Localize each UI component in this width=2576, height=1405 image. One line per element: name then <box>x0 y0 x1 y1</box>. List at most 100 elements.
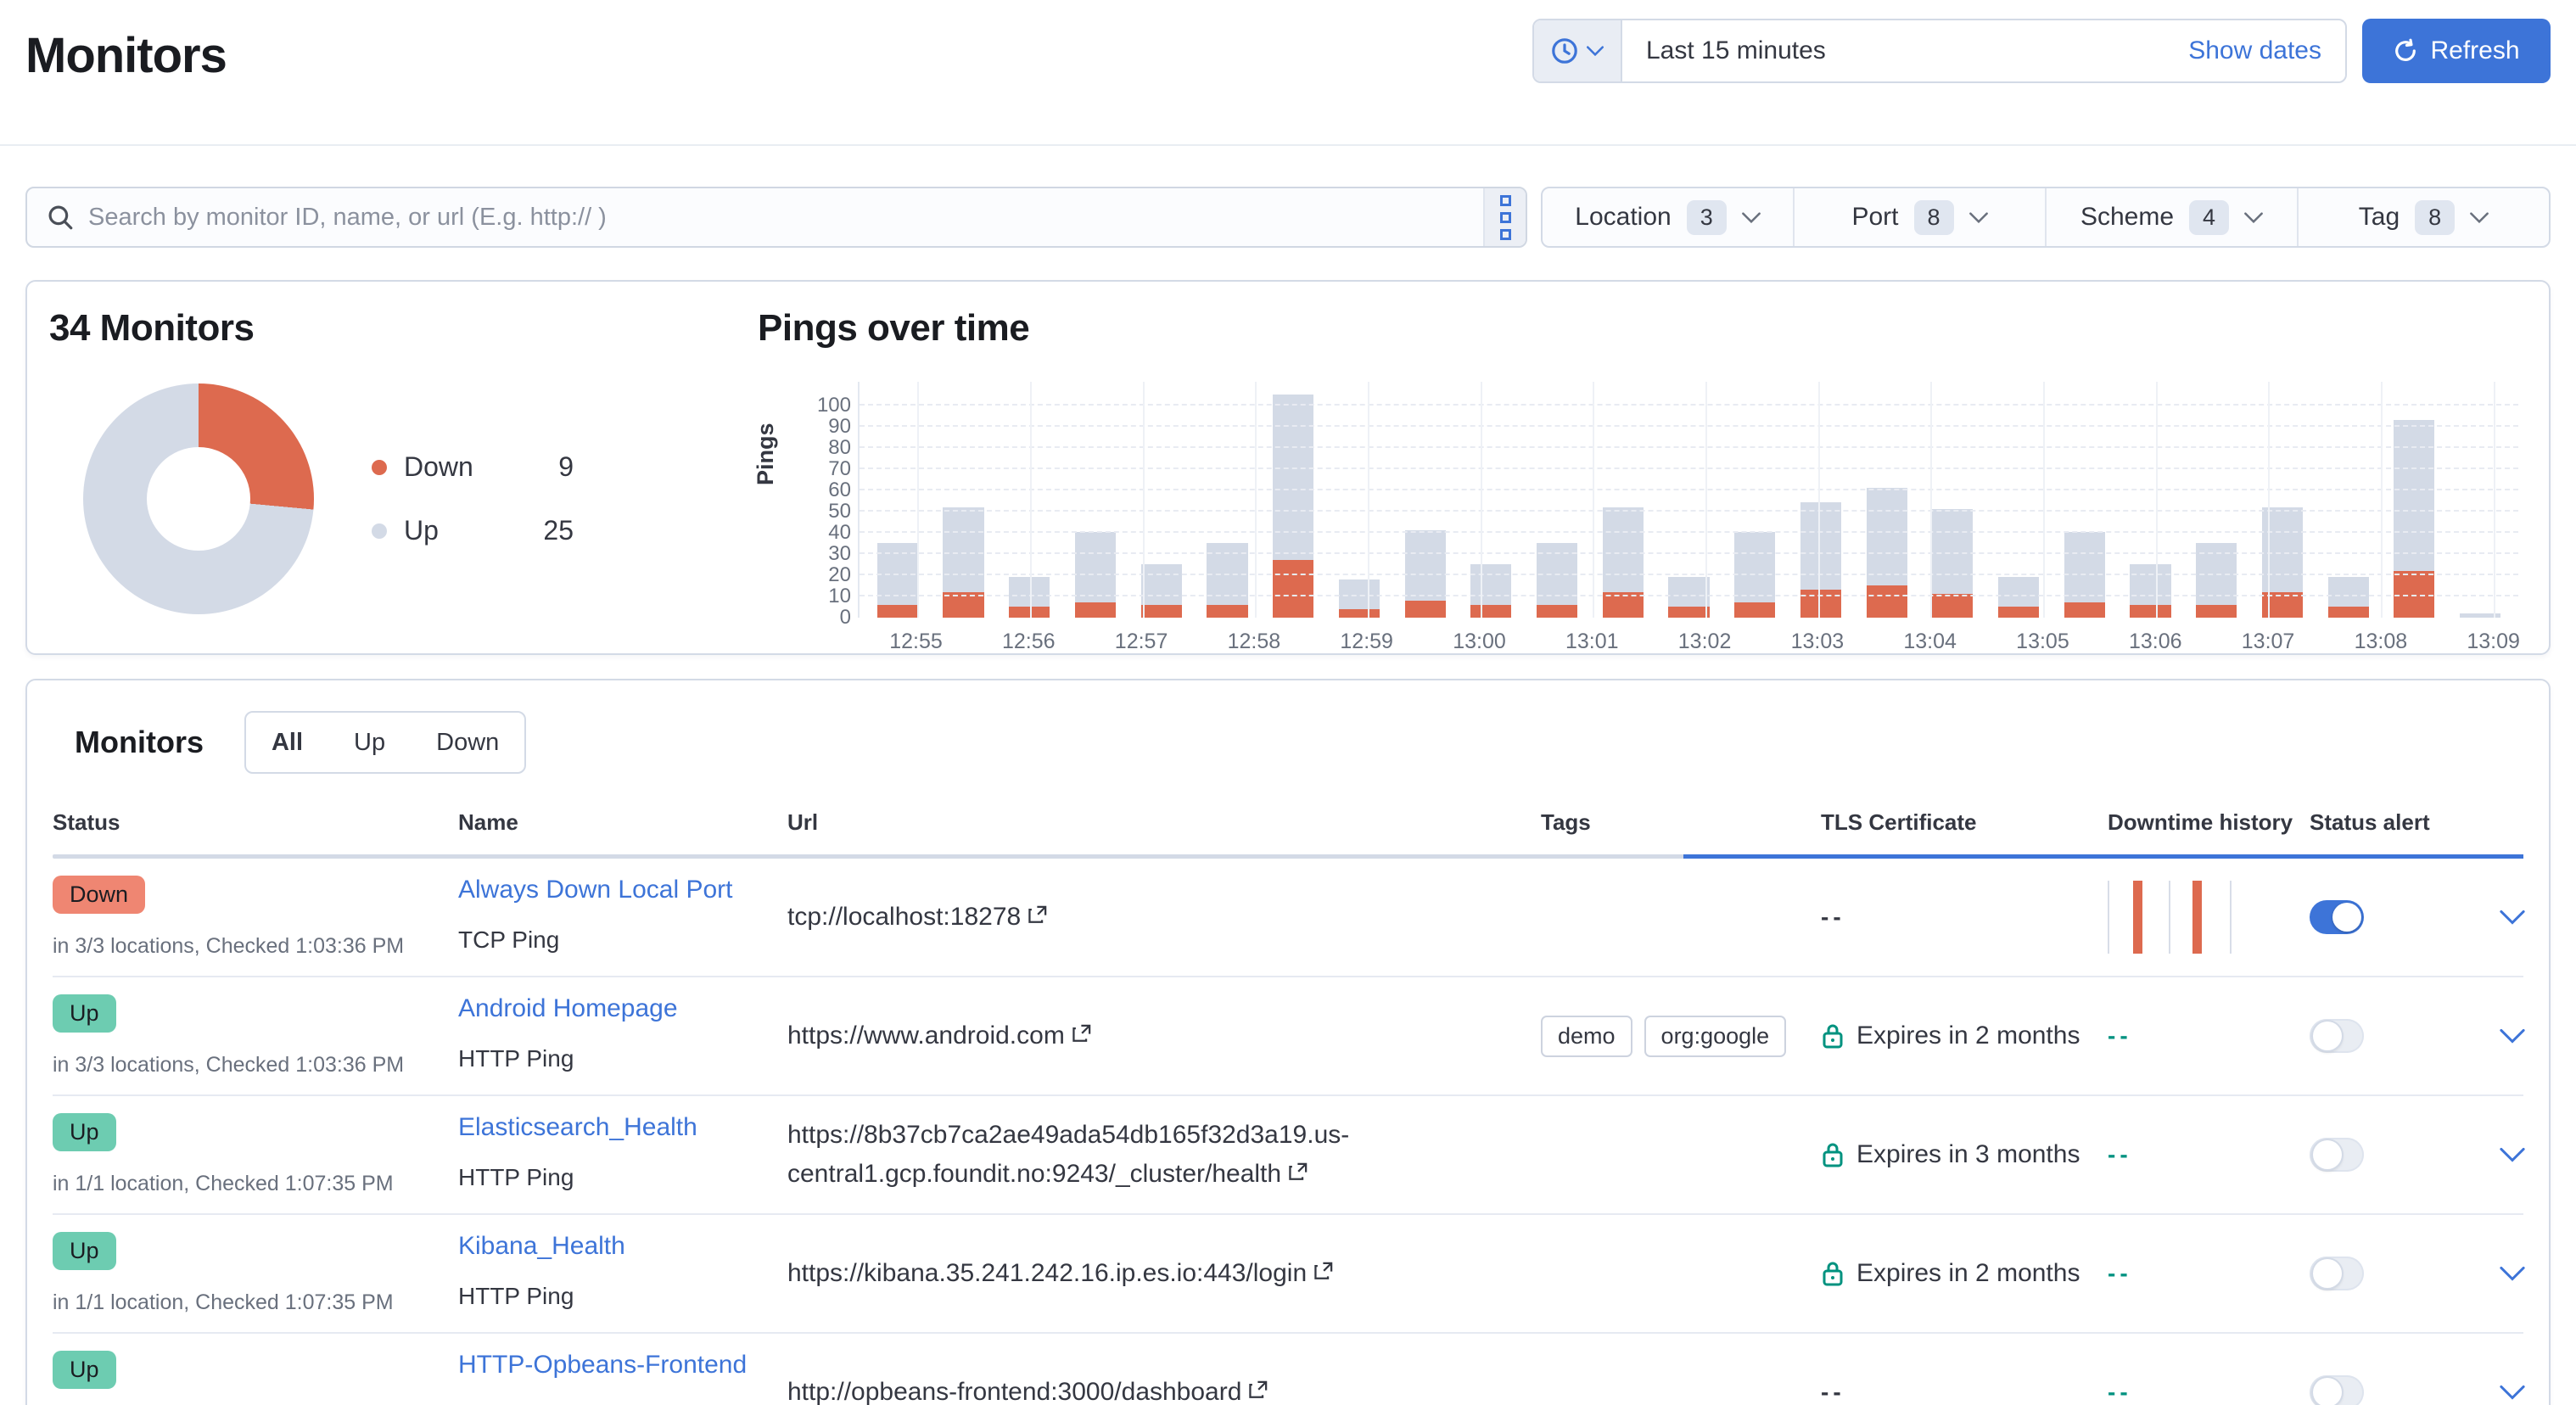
search-input[interactable] <box>75 188 1483 246</box>
chevron-down-icon <box>2470 211 2489 223</box>
monitor-url: tcp://localhost:18278 <box>787 902 1022 931</box>
overview-card: 34 Monitors Down 9 Up 25 <box>25 280 2551 655</box>
clock-icon <box>1551 37 1578 64</box>
monitor-name-link[interactable]: HTTP-Opbeans-Frontend <box>458 1351 748 1379</box>
status-badge: Up <box>53 1113 116 1151</box>
monitors-panel: Monitors All Up Down Status Name Url Tag… <box>25 679 2551 1405</box>
chevron-down-icon <box>2244 211 2263 223</box>
downtime-empty: -- <box>2108 1260 2132 1286</box>
pings-chart: Pings 0 10 20 30 40 50 60 70 80 90 100 12:55 12:56 1… <box>753 358 2527 653</box>
expand-row-button[interactable] <box>2483 1147 2542 1162</box>
y-axis-ticks: 0 10 20 30 40 50 60 70 80 90 100 <box>816 394 851 629</box>
external-link-icon[interactable] <box>1072 1022 1094 1050</box>
chevron-down-icon <box>2500 1266 2525 1281</box>
downtime-bar <box>2133 881 2142 954</box>
filter-tag[interactable]: Tag 8 <box>2299 188 2549 246</box>
filter-count-badge: 4 <box>2189 199 2230 235</box>
tls-empty: -- <box>1821 1379 1845 1405</box>
up-dot-icon <box>372 523 387 539</box>
x-axis-labels: 12:55 12:56 12:57 12:58 12:59 13:00 13:01 13:02… <box>889 630 2520 653</box>
col-tls: TLS Certificate <box>1821 809 1977 835</box>
monitor-url: https://kibana.35.241.242.16.ip.es.io:44… <box>787 1258 1308 1287</box>
filter-scheme[interactable]: Scheme 4 <box>2047 188 2299 246</box>
filter-label: Tag <box>2358 203 2400 231</box>
filter-location[interactable]: Location 3 <box>1543 188 1795 246</box>
col-downtime: Downtime history <box>2108 809 2293 835</box>
status-badge: Down <box>53 876 146 914</box>
filter-port[interactable]: Port 8 <box>1795 188 2047 246</box>
monitors-count-title: 34 Monitors <box>49 307 255 349</box>
monitor-type: HTTP Ping <box>458 1402 787 1405</box>
status-alert-toggle[interactable] <box>2310 900 2364 934</box>
status-badge: Up <box>53 1351 116 1389</box>
tag-chip[interactable]: demo <box>1541 1015 1632 1057</box>
filter-count-badge: 8 <box>1913 199 1954 235</box>
monitor-url: https://8b37cb7ca2ae49ada54db165f32d3a19… <box>787 1120 1350 1189</box>
tag-chip[interactable]: org:google <box>1644 1015 1787 1057</box>
tab-all[interactable]: All <box>246 713 328 772</box>
status-alert-toggle[interactable] <box>2310 1019 2364 1053</box>
chevron-down-icon <box>1741 211 1761 223</box>
header-actions: Last 15 minutes Show dates Refresh <box>1532 19 2551 83</box>
lock-icon <box>1821 1141 1845 1168</box>
monitor-name-link[interactable]: Elasticsearch_Health <box>458 1113 697 1141</box>
status-detail: in 1/1 location, Checked 1:07:35 PM <box>53 1290 394 1314</box>
monitor-type: TCP Ping <box>458 926 560 953</box>
show-dates-button[interactable]: Show dates <box>2188 36 2321 64</box>
filter-label: Location <box>1575 203 1672 231</box>
tls-expiry: Expires in 3 months <box>1856 1140 2080 1168</box>
downtime-empty: -- <box>2108 1379 2132 1405</box>
monitors-summary: 34 Monitors Down 9 Up 25 <box>49 307 758 653</box>
plot-area <box>858 382 2518 618</box>
expand-row-button[interactable] <box>2483 1385 2542 1400</box>
col-status: Status <box>53 809 120 835</box>
status-alert-toggle[interactable] <box>2310 1375 2364 1405</box>
table-row: Up in 1/1 location, Checked 1:07:35 PM K… <box>53 1215 2525 1334</box>
expand-row-button[interactable] <box>2483 1266 2542 1281</box>
y-axis-label: Pings <box>753 423 778 485</box>
down-dot-icon <box>372 459 387 475</box>
monitor-url: https://www.android.com <box>787 1021 1065 1050</box>
tab-down[interactable]: Down <box>411 713 524 772</box>
monitors-list-title: Monitors <box>75 725 204 759</box>
search-filter-bar: Location 3 Port 8 Scheme 4 Tag 8 <box>25 187 2551 248</box>
refresh-label: Refresh <box>2430 36 2520 64</box>
time-range-value[interactable]: Last 15 minutes <box>1646 36 1826 64</box>
monitor-name-link[interactable]: Kibana_Health <box>458 1232 625 1260</box>
tls-expiry: Expires in 2 months <box>1856 1259 2080 1287</box>
status-detail: in 3/3 locations, Checked 1:03:36 PM <box>53 934 405 958</box>
tab-up[interactable]: Up <box>328 713 411 772</box>
page-title: Monitors <box>25 28 227 83</box>
table-header: Status Name Url Tags TLS Certificate Dow… <box>53 798 2523 854</box>
time-quick-select-button[interactable] <box>1534 20 1622 81</box>
donut-legend: Down 9 Up 25 <box>372 451 574 546</box>
status-alert-toggle[interactable] <box>2310 1138 2364 1172</box>
expand-row-button[interactable] <box>2483 1028 2542 1044</box>
monitor-type: HTTP Ping <box>458 1283 574 1309</box>
legend-item-down: Down 9 <box>372 451 574 483</box>
refresh-button[interactable]: Refresh <box>2362 19 2551 83</box>
filter-count-badge: 3 <box>1686 199 1727 235</box>
date-picker: Last 15 minutes Show dates <box>1532 19 2347 83</box>
status-badge: Up <box>53 1232 116 1270</box>
monitor-name-link[interactable]: Always Down Local Port <box>458 876 733 904</box>
monitor-type: HTTP Ping <box>458 1045 574 1072</box>
chevron-down-icon <box>2500 910 2525 925</box>
external-link-icon[interactable] <box>1313 1259 1336 1287</box>
filter-count-badge: 8 <box>2415 199 2456 235</box>
status-detail: in 3/3 locations, Checked 1:03:36 PM <box>53 1053 405 1077</box>
pings-bars <box>865 382 2513 618</box>
search-box <box>25 187 1527 248</box>
pings-title: Pings over time <box>758 307 1030 349</box>
expand-row-button[interactable] <box>2483 910 2542 925</box>
status-badge: Up <box>53 994 116 1033</box>
monitor-name-link[interactable]: Android Homepage <box>458 994 678 1022</box>
status-donut-chart <box>83 383 314 614</box>
tls-empty: -- <box>1821 904 1845 930</box>
status-alert-toggle[interactable] <box>2310 1257 2364 1290</box>
external-link-icon[interactable] <box>1028 903 1050 931</box>
query-menu-icon[interactable] <box>1483 188 1526 246</box>
external-link-icon[interactable] <box>1288 1160 1310 1188</box>
lock-icon <box>1821 1022 1845 1050</box>
external-link-icon[interactable] <box>1248 1378 1270 1405</box>
